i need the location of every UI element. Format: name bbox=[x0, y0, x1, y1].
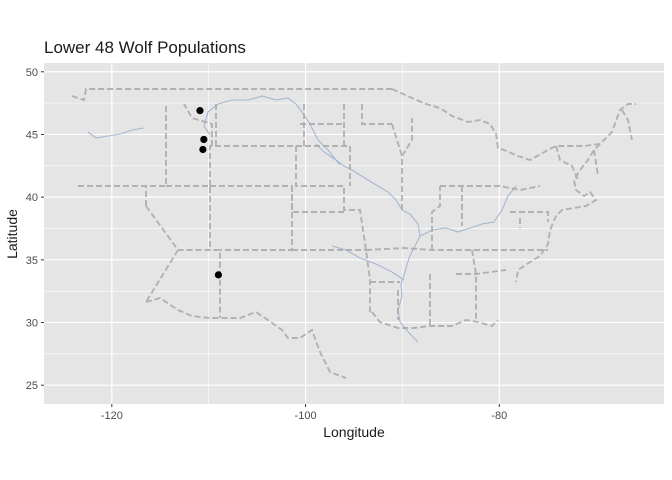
river-arkansas bbox=[331, 245, 405, 281]
boundary-plains bbox=[343, 104, 403, 186]
chart-title: Lower 48 Wolf Populations bbox=[44, 38, 246, 57]
y-tick-label: 45 bbox=[26, 129, 38, 141]
x-axis-title: Longitude bbox=[323, 424, 385, 440]
boundary-central bbox=[291, 104, 548, 320]
boundary-great-lakes bbox=[391, 88, 636, 162]
y-axis: 25 30 35 40 45 50 bbox=[26, 67, 44, 392]
river-missouri bbox=[203, 95, 341, 166]
wolf-population-point bbox=[199, 145, 207, 154]
wolf-population-point bbox=[200, 135, 208, 144]
river-columbia bbox=[87, 127, 145, 139]
y-tick-label: 25 bbox=[26, 380, 38, 392]
boundary-east bbox=[401, 118, 549, 326]
y-tick-label: 35 bbox=[26, 255, 38, 267]
wolf-population-point bbox=[214, 271, 222, 279]
y-tick-label: 50 bbox=[26, 67, 38, 79]
y-tick-label: 40 bbox=[26, 192, 38, 204]
y-axis-title: Latitude bbox=[4, 209, 20, 259]
boundary-atlantic bbox=[515, 143, 601, 283]
x-axis: -120 -100 -80 bbox=[101, 404, 507, 422]
plot-panel bbox=[44, 63, 664, 404]
river-ohio bbox=[419, 185, 517, 237]
x-tick-label: -120 bbox=[101, 410, 123, 422]
grid-major bbox=[44, 63, 664, 404]
y-tick-label: 30 bbox=[26, 318, 38, 330]
boundary-gulf-east bbox=[371, 311, 499, 329]
wolf-population-point bbox=[196, 107, 204, 115]
boundary-northeast bbox=[555, 109, 633, 181]
basemap bbox=[71, 88, 636, 379]
x-tick-label: -80 bbox=[491, 410, 507, 422]
boundary-west bbox=[78, 103, 296, 318]
grid-minor bbox=[44, 63, 664, 404]
boundary-northern bbox=[71, 88, 392, 102]
x-tick-label: -100 bbox=[295, 410, 317, 422]
points bbox=[196, 107, 222, 279]
